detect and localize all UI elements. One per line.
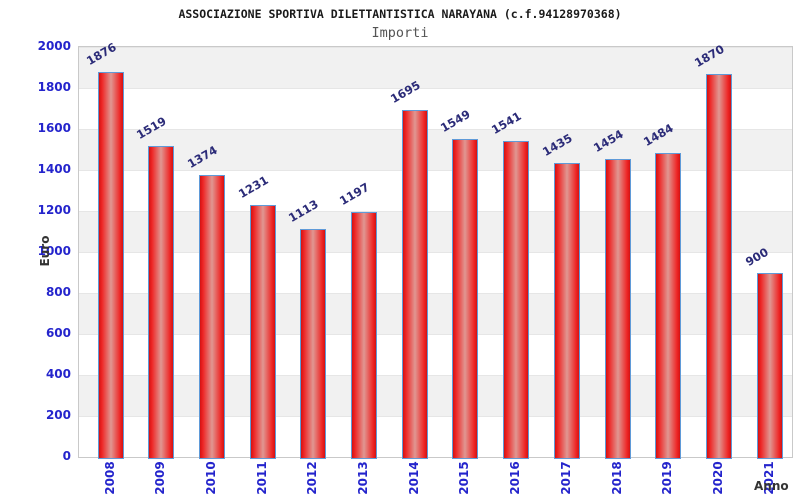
x-tick-label: 2019 [660,461,675,495]
y-tick-label: 200 [45,408,71,422]
y-tick-label: 1800 [37,80,71,94]
bar-2013 [351,211,377,459]
x-tick-label: 2020 [710,461,725,495]
plot-area: 1876 1519 1374 1231 1113 1197 1695 1549 1541 1435… [78,40,793,459]
y-tick-label: 0 [62,449,71,463]
bar-2008 [97,72,124,459]
x-tick-label: 2009 [153,461,168,495]
x-tick-label: 2016 [508,461,523,495]
x-tick-label: 2011 [254,461,269,495]
y-tick-label: 2000 [37,39,71,53]
x-tick-label: 2018 [609,461,624,495]
x-tick-label: 2012 [305,461,320,495]
bar-2021 [756,272,783,459]
bar-value-label: 1870 [691,41,727,70]
bar-value-label: 1435 [539,130,575,159]
y-tick-label: 1600 [37,121,71,135]
bar-2012 [300,228,327,459]
x-tick-label: 2010 [203,461,218,495]
bar-value-label: 1113 [286,196,322,225]
bar-2015 [452,139,479,459]
chart-title: ASSOCIAZIONE SPORTIVA DILETTANTISTICA NA… [178,7,622,21]
bar-value-label: 1549 [438,107,474,136]
x-tick-label: 2015 [457,461,472,495]
bar-value-label: 1197 [337,179,372,208]
bar-2020 [705,73,732,459]
y-tick-label: 1200 [37,203,71,217]
y-axis-title: Euro [38,235,52,267]
bar-value-label: 1454 [590,126,626,155]
bar-2016 [503,141,530,459]
y-tick-label: 400 [45,367,71,381]
bar-2009 [148,145,175,459]
bar-value-label: 1231 [235,172,271,201]
bar-value-label: 1541 [489,108,524,138]
bar-value-label: 1876 [83,40,119,69]
x-tick-label: 2013 [356,461,370,495]
bar-value-label: 1695 [387,77,423,106]
y-tick-label: 1000 [37,244,71,258]
bar-2010 [198,175,225,459]
y-tick-label: 600 [45,326,71,340]
x-tick-label: 2008 [102,461,117,495]
bar-2018 [604,158,631,459]
x-tick-label: 2014 [406,461,421,495]
x-tick-label: 2017 [558,461,573,495]
bar-2019 [655,152,682,459]
bar-2011 [249,204,276,459]
bar-value-label: 900 [742,244,771,269]
bar-value-label: 1374 [184,143,220,172]
y-tick-label: 800 [45,285,71,299]
bar-2014 [401,109,428,459]
bar-2017 [553,162,580,459]
bar-value-label: 1519 [134,113,169,142]
x-axis-title: Anno [754,479,789,493]
bar-value-label: 1484 [641,120,676,149]
chart-subtitle: Importi [371,25,429,41]
y-tick-label: 1400 [37,162,71,176]
